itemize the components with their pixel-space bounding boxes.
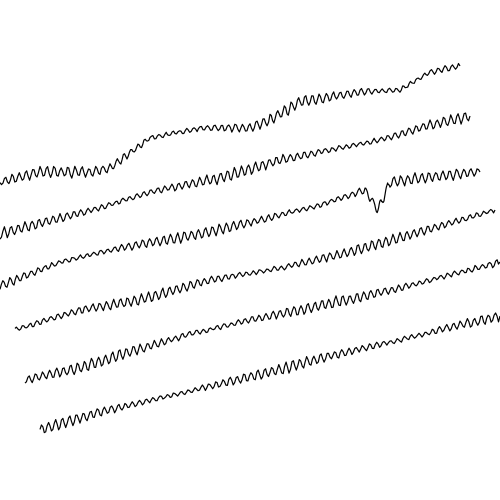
scribble-trace — [0, 62, 461, 186]
scribble-trace — [14, 208, 496, 331]
scribble-trace — [0, 168, 481, 290]
scribble-trace — [24, 259, 500, 384]
scribble-trace — [0, 112, 471, 240]
scribble-trace — [39, 312, 500, 434]
